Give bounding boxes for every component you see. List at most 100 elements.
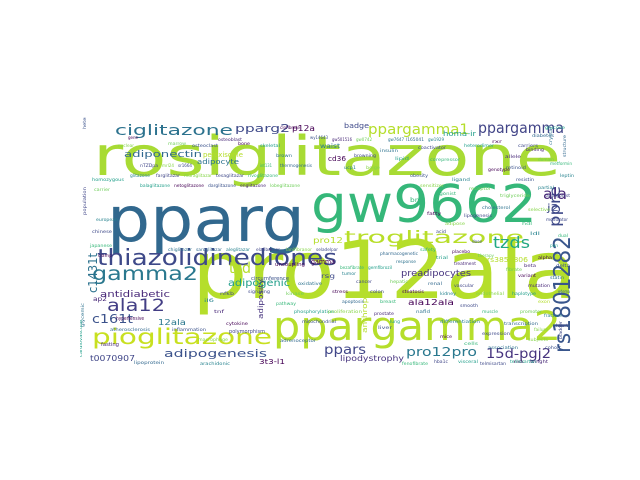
cloud-word: promoter xyxy=(520,309,542,314)
cloud-word: rosiglitazone xyxy=(93,125,561,188)
cloud-word: muraglitazar xyxy=(184,173,212,178)
cloud-word: chinese xyxy=(92,229,113,234)
cloud-word: nuclear xyxy=(118,143,134,148)
cloud-word: expression xyxy=(482,331,511,336)
cloud-word: corepressor xyxy=(430,157,460,162)
cloud-word: nfkb xyxy=(220,291,235,296)
cloud-word: cytokine xyxy=(226,321,249,326)
cloud-word: metformin xyxy=(550,161,572,166)
cloud-word: endothelial xyxy=(476,291,504,296)
cloud-word: troglitazone xyxy=(344,228,524,248)
cloud-word: fibrate xyxy=(506,267,523,272)
cloud-word: int131 xyxy=(260,163,272,168)
cloud-word: partial xyxy=(538,185,554,190)
cloud-word: delta xyxy=(556,263,571,268)
cloud-word: ppre xyxy=(546,186,564,227)
cloud-word: genotype xyxy=(488,167,511,172)
cloud-word: fatty xyxy=(427,211,442,216)
cloud-word: hypertensive xyxy=(116,316,144,322)
cloud-word: bmi xyxy=(410,197,424,204)
cloud-word: alpha xyxy=(538,255,553,260)
cloud-word: clamp xyxy=(98,253,113,258)
cloud-word: tesaglitazar xyxy=(216,173,244,178)
cloud-word: fasting xyxy=(101,342,119,348)
cloud-word: lipid xyxy=(395,156,410,161)
cloud-word: cells xyxy=(464,341,478,346)
cloud-word: modulator xyxy=(546,217,568,222)
cloud-word: saroglitazar xyxy=(196,247,222,252)
cloud-word: proliferation xyxy=(328,309,363,314)
cloud-word: atherosclerosis xyxy=(110,327,150,332)
cloud-word: lipoprotein xyxy=(134,360,165,365)
cloud-word: association xyxy=(488,345,519,350)
cloud-word: rxr xyxy=(492,139,503,144)
cloud-word: gw1929 xyxy=(428,137,444,142)
cloud-word: colon xyxy=(370,289,385,294)
cloud-word: glycemic xyxy=(80,303,85,327)
cloud-word: risk xyxy=(514,359,525,364)
cloud-word: seladelpar xyxy=(316,247,338,252)
cloud-word: glitazone xyxy=(130,173,151,178)
cloud-word: differentiation xyxy=(440,319,481,324)
cloud-word: elafibranor xyxy=(256,247,280,252)
cloud-word: pathway xyxy=(276,301,297,306)
cloud-word: adipocyte xyxy=(197,158,239,166)
cloud-word: oxidative xyxy=(298,281,323,286)
cloud-word: pro12ala xyxy=(192,224,577,317)
cloud-word: gw501516 xyxy=(332,137,352,142)
cloud-word: ppargamma2 xyxy=(273,304,561,350)
cloud-word: leptin xyxy=(560,173,575,178)
cloud-word: wy14643 xyxy=(310,135,328,140)
cloud-word: c161t xyxy=(92,312,133,326)
cloud-word: telmisartan xyxy=(510,359,537,364)
cloud-word: ciglitazone xyxy=(115,123,233,139)
cloud-word: j2 xyxy=(546,203,559,214)
cloud-word: response xyxy=(396,259,417,264)
word-cloud: pro12ala rosiglitazone pparg gw9662 ppargamm… xyxy=(80,117,577,368)
cloud-word: variant xyxy=(518,273,537,278)
cloud-word: nafld xyxy=(416,309,431,314)
cloud-word: netoglitazone xyxy=(174,183,205,188)
cloud-word: arachidonic xyxy=(200,361,230,366)
cloud-word: balaglitazone xyxy=(140,183,171,188)
cloud-word: adiponectin xyxy=(124,150,202,160)
cloud-word: smooth xyxy=(460,303,479,308)
cloud-word: rs3856806 xyxy=(487,256,529,264)
cloud-word: dose xyxy=(472,239,483,244)
cloud-word: inflammation xyxy=(172,327,207,332)
cloud-word: cohort xyxy=(545,345,562,350)
cloud-word: kidney xyxy=(440,291,457,296)
cloud-word: pparg2 xyxy=(235,122,290,135)
cloud-word: l165041 xyxy=(406,137,424,142)
cloud-word: exon xyxy=(538,299,551,304)
cloud-word: lung xyxy=(390,319,401,324)
cloud-word: resistin xyxy=(516,177,535,182)
cloud-word: stress xyxy=(332,289,348,294)
cloud-word: circumference xyxy=(251,276,289,282)
cloud-word: ala12ala xyxy=(408,298,454,307)
cloud-word: aleglitazar xyxy=(226,247,250,252)
cloud-word: weight xyxy=(530,359,549,364)
cloud-word: browning xyxy=(354,153,377,158)
cloud-word: cholesterol xyxy=(482,205,510,210)
cloud-word: brown xyxy=(276,153,293,158)
cloud-word: antagonist xyxy=(546,193,570,198)
cloud-word: lipodystrophy xyxy=(340,354,404,363)
cloud-word: 12ala xyxy=(158,318,186,327)
cloud-word: european xyxy=(96,217,119,222)
cloud-word: tzds xyxy=(493,233,530,252)
cloud-word: skeletal xyxy=(260,143,280,148)
cloud-word: polymorphism xyxy=(229,329,265,335)
cloud-word: ldl xyxy=(530,231,540,236)
cloud-word: pro12pro xyxy=(406,345,477,359)
cloud-word: ucp1 xyxy=(344,165,357,170)
cloud-word: heterodimer xyxy=(464,143,494,148)
cloud-word: 15d-pgj2 xyxy=(486,347,551,362)
cloud-word: cd36 xyxy=(328,155,347,163)
cloud-word: adipose xyxy=(445,221,466,226)
cloud-word: bezafibrate xyxy=(340,265,365,270)
cloud-word: homa-ir xyxy=(443,130,476,138)
cloud-word: homozygous xyxy=(92,177,124,182)
cloud-word: carriers xyxy=(518,143,538,148)
